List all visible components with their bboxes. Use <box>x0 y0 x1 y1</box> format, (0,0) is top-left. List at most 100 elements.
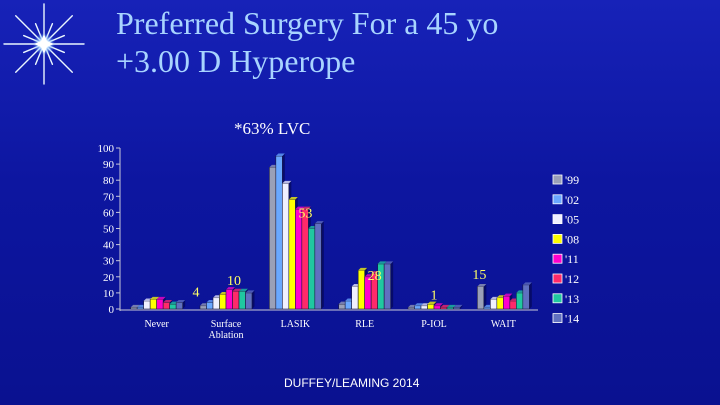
legend-label: '99 <box>565 173 579 187</box>
x-tick-label: RLE <box>355 319 374 330</box>
legend-label: '08 <box>565 232 579 246</box>
bar-top <box>239 288 248 292</box>
legend-label: '02 <box>565 193 579 207</box>
bar-top <box>176 300 186 303</box>
legend-swatch <box>552 313 563 324</box>
data-label: 53 <box>298 207 312 222</box>
bar <box>414 305 422 310</box>
bar <box>156 299 164 310</box>
bar <box>503 295 511 310</box>
x-tick-label: LASIK <box>281 319 311 330</box>
bar <box>245 292 253 310</box>
data-label: 1 <box>431 288 438 303</box>
bar-top <box>226 287 235 290</box>
bar-top <box>358 267 368 271</box>
legend-swatch <box>552 214 563 225</box>
bar <box>275 155 283 310</box>
bar-top <box>232 288 242 292</box>
y-tick-label: 40 <box>103 240 115 252</box>
bar <box>238 290 246 310</box>
bar <box>344 300 352 310</box>
bar-top <box>314 221 324 224</box>
bar-top <box>440 304 450 308</box>
y-tick-label: 80 <box>103 175 115 187</box>
title-line-2: +3.00 D Hyperope <box>116 43 356 79</box>
legend-swatch <box>552 233 563 244</box>
y-tick-label: 0 <box>109 304 115 316</box>
bar <box>453 307 461 310</box>
bar <box>143 300 151 310</box>
bar-top <box>522 282 532 285</box>
x-tick-label: Surface <box>211 319 242 330</box>
x-tick-label: P-IOL <box>421 319 447 330</box>
bar <box>433 305 441 310</box>
bar <box>483 307 491 310</box>
legend-swatch <box>552 273 563 284</box>
x-tick-label: WAIT <box>491 319 516 330</box>
y-tick-label: 10 <box>103 288 115 300</box>
bar-top <box>503 293 513 297</box>
data-label: 4 <box>193 286 200 301</box>
bar-side <box>321 221 324 309</box>
bar-side <box>182 300 186 309</box>
data-label: 15 <box>472 268 486 283</box>
bar-side <box>483 283 487 309</box>
bar <box>199 305 207 310</box>
bar <box>149 299 157 310</box>
y-tick-label: 50 <box>103 224 115 236</box>
bar <box>427 303 435 310</box>
bar-top <box>130 304 140 308</box>
bar <box>212 297 220 310</box>
y-tick-label: 70 <box>103 191 115 203</box>
bar-top <box>453 304 463 308</box>
bar-top <box>150 296 160 300</box>
data-label: 10 <box>227 274 241 289</box>
bar-top <box>288 197 298 200</box>
bar-side <box>529 282 532 309</box>
bar <box>206 302 214 310</box>
bar-top <box>427 301 437 305</box>
bar-top <box>447 304 456 308</box>
bar <box>357 270 365 310</box>
bar-top <box>377 261 387 264</box>
bar <box>446 307 454 310</box>
y-tick-label: 100 <box>98 143 115 155</box>
data-label: 28 <box>368 269 382 284</box>
bar <box>169 303 177 310</box>
y-tick-label: 30 <box>103 256 115 268</box>
bar <box>420 305 428 310</box>
bar <box>288 199 296 310</box>
bar <box>295 208 303 310</box>
legend-label: '13 <box>565 292 579 306</box>
bar <box>219 294 227 310</box>
bar <box>383 263 391 310</box>
bar <box>232 290 240 310</box>
bar-top <box>384 261 394 264</box>
chart-subtitle: *63% LVC <box>234 119 311 138</box>
bar-top <box>156 296 166 300</box>
bar <box>509 300 517 310</box>
bar <box>308 228 316 310</box>
footer-credit: DUFFEY/LEAMING 2014 <box>284 376 420 390</box>
bar-side <box>460 304 463 309</box>
bar-top <box>414 303 424 306</box>
starburst-logo <box>3 3 85 85</box>
bar <box>338 303 346 310</box>
bar <box>225 289 233 310</box>
bar <box>490 299 498 310</box>
bar-top <box>301 206 311 210</box>
bar <box>282 183 290 310</box>
legend-swatch <box>552 253 563 264</box>
legend-label: '14 <box>565 312 579 326</box>
bar-top <box>295 206 305 210</box>
bar <box>314 223 322 310</box>
legend-swatch <box>552 174 563 185</box>
legend-label: '11 <box>565 252 579 266</box>
bar <box>407 307 415 310</box>
bar <box>496 297 504 310</box>
x-tick-label: Ablation <box>209 330 244 341</box>
legend-swatch <box>552 293 563 304</box>
bar-top <box>163 300 173 303</box>
bar <box>522 284 530 310</box>
